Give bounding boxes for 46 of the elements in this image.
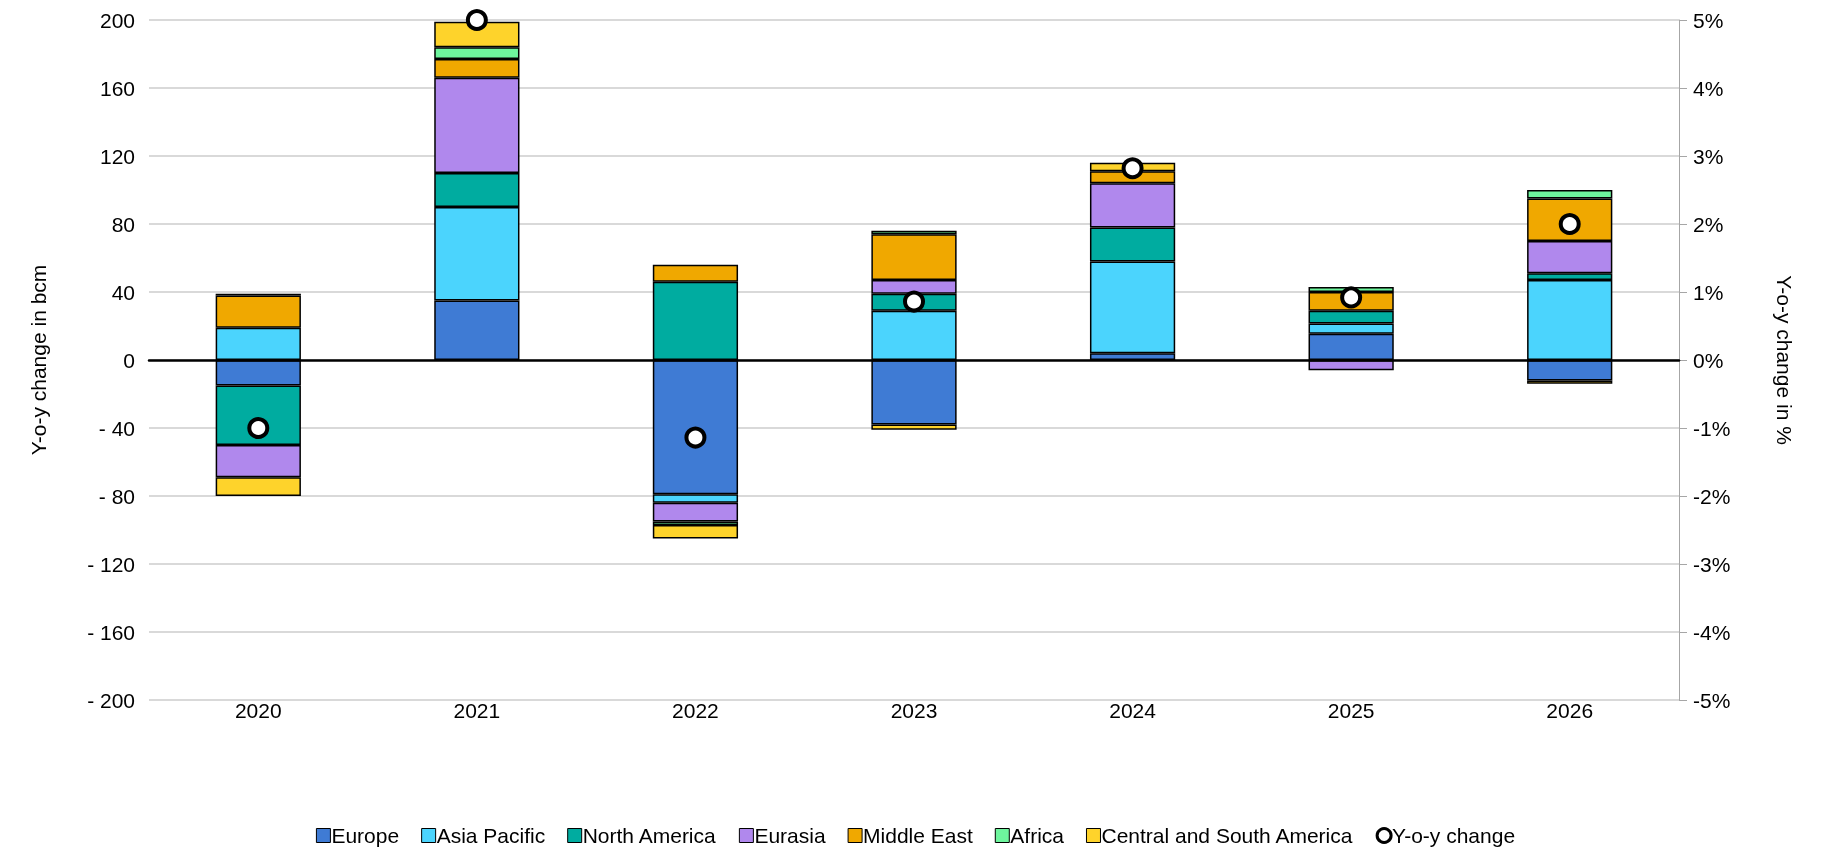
y2-tick-label: 3% [1693,144,1724,168]
x-tick-label: 2022 [672,699,719,722]
point [903,290,925,313]
x-tick-label: 2020 [234,699,282,722]
y-tick-label: - 200 [87,688,135,712]
x-tick-label: 2024 [1109,699,1157,722]
y-tick-label: - 160 [87,620,135,644]
legend-label: Eurasia [754,824,826,847]
legend-label: Middle East [863,824,973,847]
y2-tick-label: -5% [1693,688,1731,712]
y2-tick-label: 0% [1693,348,1724,372]
legend-label: Africa [1010,824,1065,847]
y-tick-label: 120 [99,144,135,168]
y-tick-label: - 80 [98,484,135,508]
y-tick-label: - 120 [87,552,135,576]
y2-tick-label: -3% [1693,552,1731,576]
x-tick-label: 2026 [1546,699,1594,722]
y2-tick-label: 1% [1693,280,1724,304]
point [1340,286,1363,309]
x-tick-label: 2021 [453,699,501,722]
legend-label: Asia Pacific [436,824,546,847]
y-tick-label: 40 [111,280,135,304]
y-tick-label: 160 [99,76,135,100]
legend-label: Central and South America [1101,824,1353,847]
legend-label: Europe [331,824,400,847]
y2-tick-label: 5% [1693,8,1724,32]
y2-tick-label: -4% [1693,620,1731,644]
bar [652,524,739,539]
legend-label: Y-o-y change [1392,824,1516,847]
y2-tick-label: 4% [1693,76,1724,100]
y-tick-label: - 40 [98,416,135,440]
y2-axis-title: Y-o-y change in % [1773,275,1796,445]
point [684,426,707,449]
y-axis-title: Y-o-y change in bcm [27,264,50,456]
point [247,417,270,439]
y-tick-label: 80 [111,212,135,236]
point [465,9,488,31]
y-tick-label: 0 [123,348,135,372]
x-tick-label: 2025 [1327,699,1375,722]
y2-tick-label: -2% [1693,484,1731,508]
y-tick-label: 200 [99,8,135,32]
point [1121,157,1144,180]
legend-label: North America [582,824,717,847]
x-tick-label: 2023 [890,699,938,722]
y2-tick-label: 2% [1693,212,1724,236]
y2-tick-label: -1% [1693,416,1731,440]
